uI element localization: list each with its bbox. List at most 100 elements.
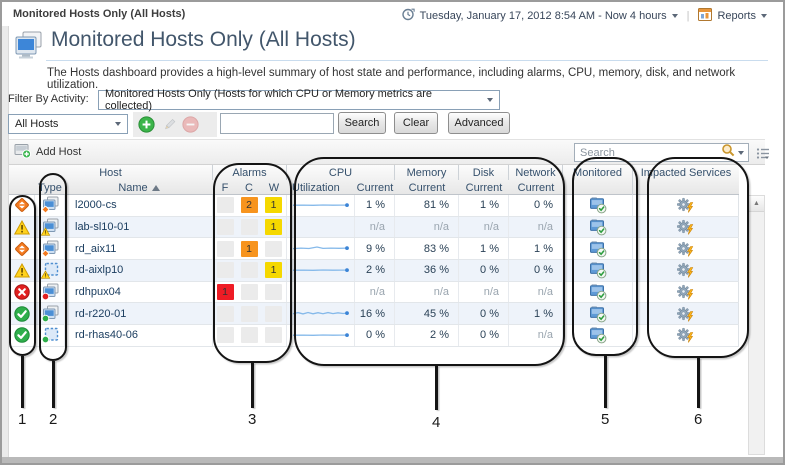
memory-current-value: n/a — [395, 281, 459, 303]
monitored-icon[interactable] — [563, 281, 633, 303]
host-name-link[interactable]: l2000-cs — [65, 195, 213, 216]
breadcrumb[interactable]: Monitored Hosts Only (All Hosts) — [13, 8, 186, 20]
reports-dropdown-arrow[interactable] — [761, 13, 767, 18]
memory-current-value: 36 % — [395, 260, 459, 281]
alarm-warning-cell — [261, 238, 287, 260]
callout-oval-status — [9, 195, 36, 356]
impacted-services-icon[interactable] — [633, 216, 739, 238]
table-row[interactable]: rdhpux04 1 n/a n/a n/a n/a — [9, 281, 739, 304]
alarm-c-count — [240, 262, 258, 279]
callout-line-4 — [435, 366, 438, 410]
memory-current-value: 83 % — [395, 238, 459, 260]
timerange-selector[interactable]: Tuesday, January 17, 2012 8:54 AM - Now … — [419, 9, 667, 22]
host-name-link[interactable]: rdhpux04 — [65, 281, 213, 303]
cpu-current-value: n/a — [355, 216, 395, 238]
cpu-utilization-sparkline — [287, 260, 355, 281]
alarm-warning-cell — [261, 281, 287, 303]
activity-filter-select[interactable]: Monitored Hosts Only (Hosts for which CP… — [98, 88, 500, 112]
search-icon[interactable] — [721, 143, 735, 162]
alarm-critical-cell: 2 — [237, 195, 261, 216]
scroll-up-arrow-icon[interactable]: ▲ — [749, 196, 764, 212]
reports-icon — [698, 7, 713, 24]
table-row[interactable]: lab-sl10-01 1 n/a n/a n/a n/a — [9, 216, 739, 239]
impacted-services-icon[interactable] — [633, 325, 739, 346]
alarm-fatal-cell: 1 — [213, 282, 237, 303]
page-title: Monitored Hosts Only (All Hosts) — [51, 28, 356, 51]
network-current-value: n/a — [509, 216, 563, 238]
column-header-status — [9, 180, 35, 195]
monitored-icon[interactable] — [563, 238, 633, 260]
alarm-fatal-cell — [213, 303, 237, 324]
impacted-services-icon[interactable] — [633, 260, 739, 281]
topbar-divider: | — [686, 9, 690, 22]
host-name-link[interactable]: rd-aixlp10 — [65, 260, 213, 281]
host-table-body: l2000-cs 2 1 1 % 81 % 1 % 0 % lab-sl10-01 1 n/a n/… — [9, 195, 739, 347]
clear-button[interactable]: Clear — [394, 112, 438, 134]
sort-ascending-icon — [151, 182, 160, 194]
monitored-icon[interactable] — [563, 303, 633, 325]
group-header-memory: Memory — [395, 165, 459, 180]
disk-current-value: n/a — [459, 216, 509, 238]
column-header-disk-current[interactable]: Current — [465, 181, 503, 194]
monitored-icon[interactable] — [563, 216, 633, 238]
callout-number-2: 2 — [49, 411, 58, 428]
impacted-services-icon[interactable] — [633, 238, 739, 260]
host-type-virtual-icon — [35, 260, 65, 281]
table-search-input[interactable] — [575, 146, 713, 159]
disk-current-value: 0 % — [459, 260, 509, 281]
column-header-cpu-current[interactable]: Current — [356, 181, 394, 194]
network-current-value: 0 % — [509, 195, 563, 216]
column-header-critical[interactable]: C — [245, 181, 253, 194]
monitored-icon[interactable] — [563, 195, 633, 216]
callout-line-2 — [52, 361, 55, 408]
monitored-icon[interactable] — [563, 260, 633, 281]
alarm-fatal-cell — [213, 260, 237, 281]
host-type-physical-icon — [35, 238, 65, 260]
impacted-services-icon[interactable] — [633, 281, 739, 303]
callout-line-5 — [604, 356, 607, 408]
column-header-name[interactable]: Name — [65, 180, 213, 195]
callout-number-4: 4 — [432, 414, 441, 431]
add-host-button[interactable]: Add Host — [14, 143, 81, 162]
alarm-w-count — [265, 240, 282, 257]
alarm-warning-cell: 1 — [261, 216, 287, 238]
callout-number-6: 6 — [694, 411, 703, 428]
add-list-button[interactable] — [138, 116, 155, 133]
scope-select[interactable]: All Hosts — [8, 114, 128, 134]
remove-list-button[interactable] — [182, 116, 199, 133]
callout-oval-alarms — [213, 163, 292, 363]
cpu-utilization-sparkline — [287, 238, 355, 260]
host-type-physical-icon — [35, 281, 65, 303]
table-row[interactable]: rd-r220-01 16 % 45 % 0 % 1 % — [9, 303, 739, 326]
host-type-virtual-icon — [35, 325, 65, 346]
host-name-link[interactable]: rd-rhas40-06 — [65, 325, 213, 346]
advanced-button[interactable]: Advanced — [448, 112, 510, 134]
reports-menu[interactable]: Reports — [717, 9, 756, 22]
group-header-disk: Disk — [459, 165, 509, 180]
alarm-critical-cell — [237, 260, 261, 281]
table-row[interactable]: rd_aix11 1 9 % 83 % 1 % 1 % — [9, 238, 739, 261]
group-header-host: Host — [9, 165, 213, 180]
vertical-scrollbar[interactable]: ▲ — [748, 195, 765, 455]
edit-pencil-icon[interactable] — [160, 116, 177, 133]
timerange-dropdown-arrow[interactable] — [671, 13, 678, 18]
alarm-critical-cell — [237, 282, 261, 303]
alarm-w-count: 1 — [265, 262, 282, 279]
column-header-memory-current[interactable]: Current — [408, 181, 446, 194]
host-filter-input[interactable] — [220, 113, 334, 134]
alarm-c-count — [240, 219, 258, 236]
search-button[interactable]: Search — [338, 112, 386, 134]
alarm-critical-cell — [237, 325, 261, 346]
table-row[interactable]: l2000-cs 2 1 1 % 81 % 1 % 0 % — [9, 195, 739, 217]
impacted-services-icon[interactable] — [633, 195, 739, 216]
callout-number-5: 5 — [601, 411, 610, 428]
host-name-link[interactable]: rd-r220-01 — [65, 303, 213, 325]
alarm-c-count: 2 — [240, 197, 258, 214]
host-name-link[interactable]: lab-sl10-01 — [65, 216, 213, 238]
search-options-arrow[interactable] — [738, 150, 744, 155]
host-name-link[interactable]: rd_aix11 — [65, 238, 213, 260]
table-customizer-icon[interactable] — [756, 146, 770, 164]
alarm-fatal-cell — [213, 217, 237, 238]
table-row[interactable]: rd-aixlp10 1 2 % 36 % 0 % 0 % — [9, 260, 739, 282]
impacted-services-icon[interactable] — [633, 303, 739, 325]
